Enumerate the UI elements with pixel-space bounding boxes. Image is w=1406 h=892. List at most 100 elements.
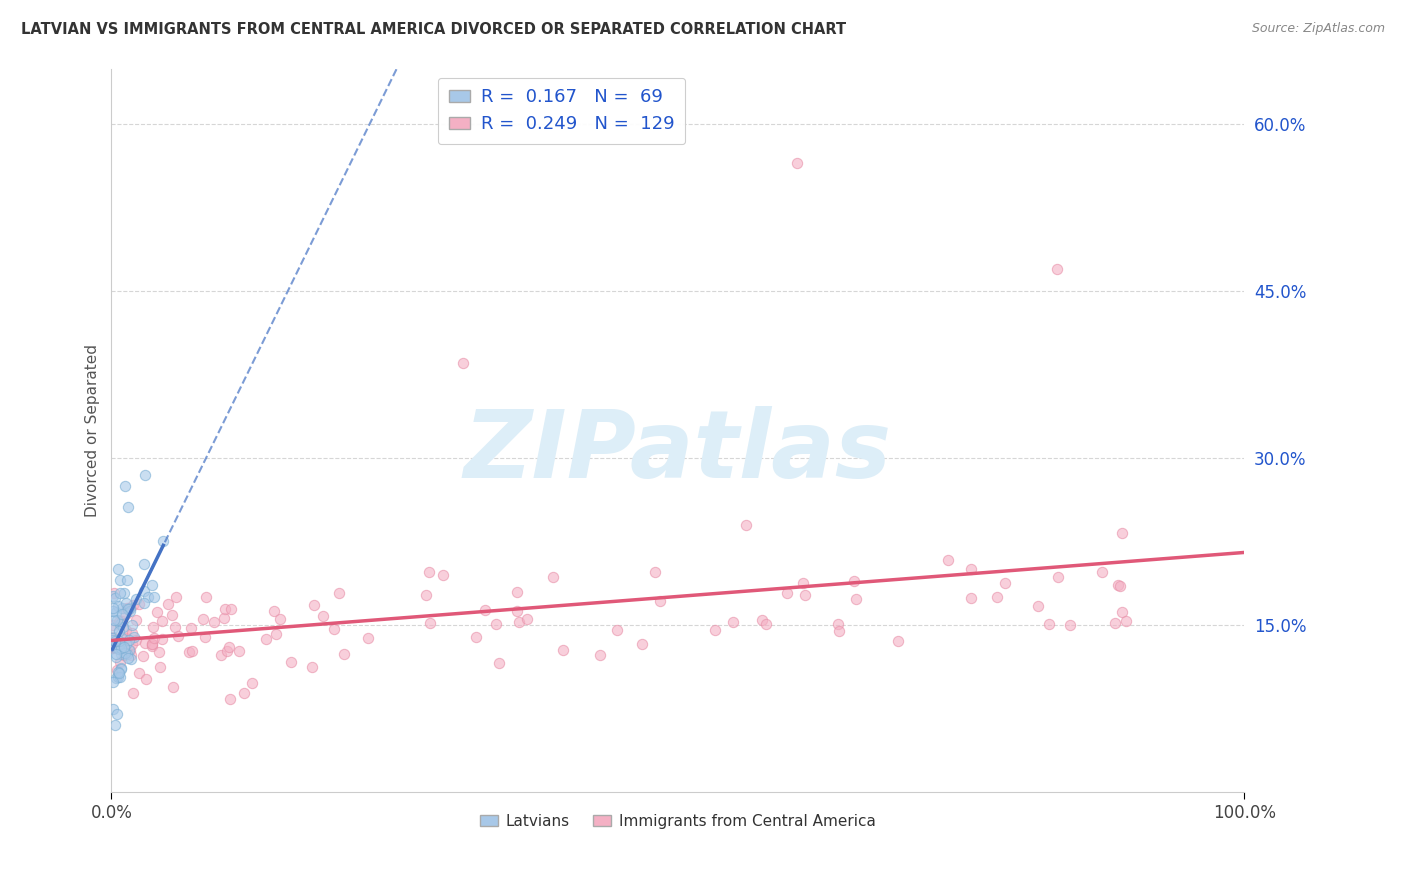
Point [115,601,138,615]
Point [775,586,797,600]
Text: LATVIAN VS IMMIGRANTS FROM CENTRAL AMERICA DIVORCED OR SEPARATED CORRELATION CHA: LATVIAN VS IMMIGRANTS FROM CENTRAL AMERI… [21,22,846,37]
Point [792,576,814,591]
Point [114,479,136,493]
Point [128,665,150,680]
Point [1046,261,1069,276]
Point [280,655,302,669]
Point [110,607,132,621]
Point [108,638,131,652]
Point [506,584,529,599]
Point [110,661,132,675]
Point [118,642,141,657]
Point [209,648,232,663]
Point [751,613,773,627]
Point [217,643,239,657]
Point [264,627,287,641]
Point [141,578,163,592]
Point [120,648,142,662]
Point [218,691,240,706]
Point [202,615,225,629]
Point [165,591,187,605]
Point [114,607,136,621]
Point [269,612,291,626]
Point [118,602,141,616]
Point [228,643,250,657]
Point [357,632,380,646]
Point [132,649,155,664]
Point [163,620,186,634]
Point [132,558,155,572]
Point [111,614,134,628]
Point [180,621,202,635]
Point [630,637,652,651]
Text: ZIPatlas: ZIPatlas [464,406,891,498]
Point [121,637,143,651]
Point [152,534,174,549]
Point [842,574,865,589]
Point [105,706,128,721]
Point [1107,578,1129,592]
Point [134,636,156,650]
Point [107,633,129,648]
Point [103,630,125,644]
Point [1111,605,1133,619]
Point [194,630,217,644]
Point [845,592,868,607]
Point [115,631,138,645]
Point [112,586,135,600]
Point [107,665,129,680]
Point [110,640,132,655]
Point [112,640,135,654]
Text: Source: ZipAtlas.com: Source: ZipAtlas.com [1251,22,1385,36]
Point [105,648,128,662]
Point [134,467,156,482]
Point [232,686,254,700]
Point [101,601,124,615]
Point [101,675,124,690]
Point [150,614,173,628]
Point [107,670,129,684]
Point [115,623,138,637]
Point [125,613,148,627]
Point [104,649,127,664]
Point [104,640,127,655]
Point [111,631,134,645]
Point [115,637,138,651]
Point [110,635,132,649]
Point [721,615,744,630]
Point [103,613,125,627]
Point [488,656,510,670]
Point [105,640,128,655]
Point [108,642,131,657]
Point [263,604,285,618]
Point [703,623,725,637]
Point [122,631,145,645]
Point [218,640,240,654]
Point [786,156,808,170]
Point [516,612,538,626]
Point [827,624,849,639]
Point [111,619,134,633]
Point [1115,614,1137,628]
Point [141,639,163,653]
Point [312,608,335,623]
Point [332,648,354,662]
Point [108,586,131,600]
Point [1109,579,1132,593]
Point [104,718,127,732]
Point [1090,566,1112,580]
Point [118,643,141,657]
Point [121,618,143,632]
Point [120,652,142,666]
Point [142,590,165,604]
Point [650,593,672,607]
Point [112,648,135,663]
Point [108,573,131,587]
Point [101,702,124,716]
Point [451,356,474,370]
Point [160,608,183,623]
Point [110,662,132,676]
Point [110,648,132,662]
Point [485,616,508,631]
Legend: Latvians, Immigrants from Central America: Latvians, Immigrants from Central Americ… [474,808,882,835]
